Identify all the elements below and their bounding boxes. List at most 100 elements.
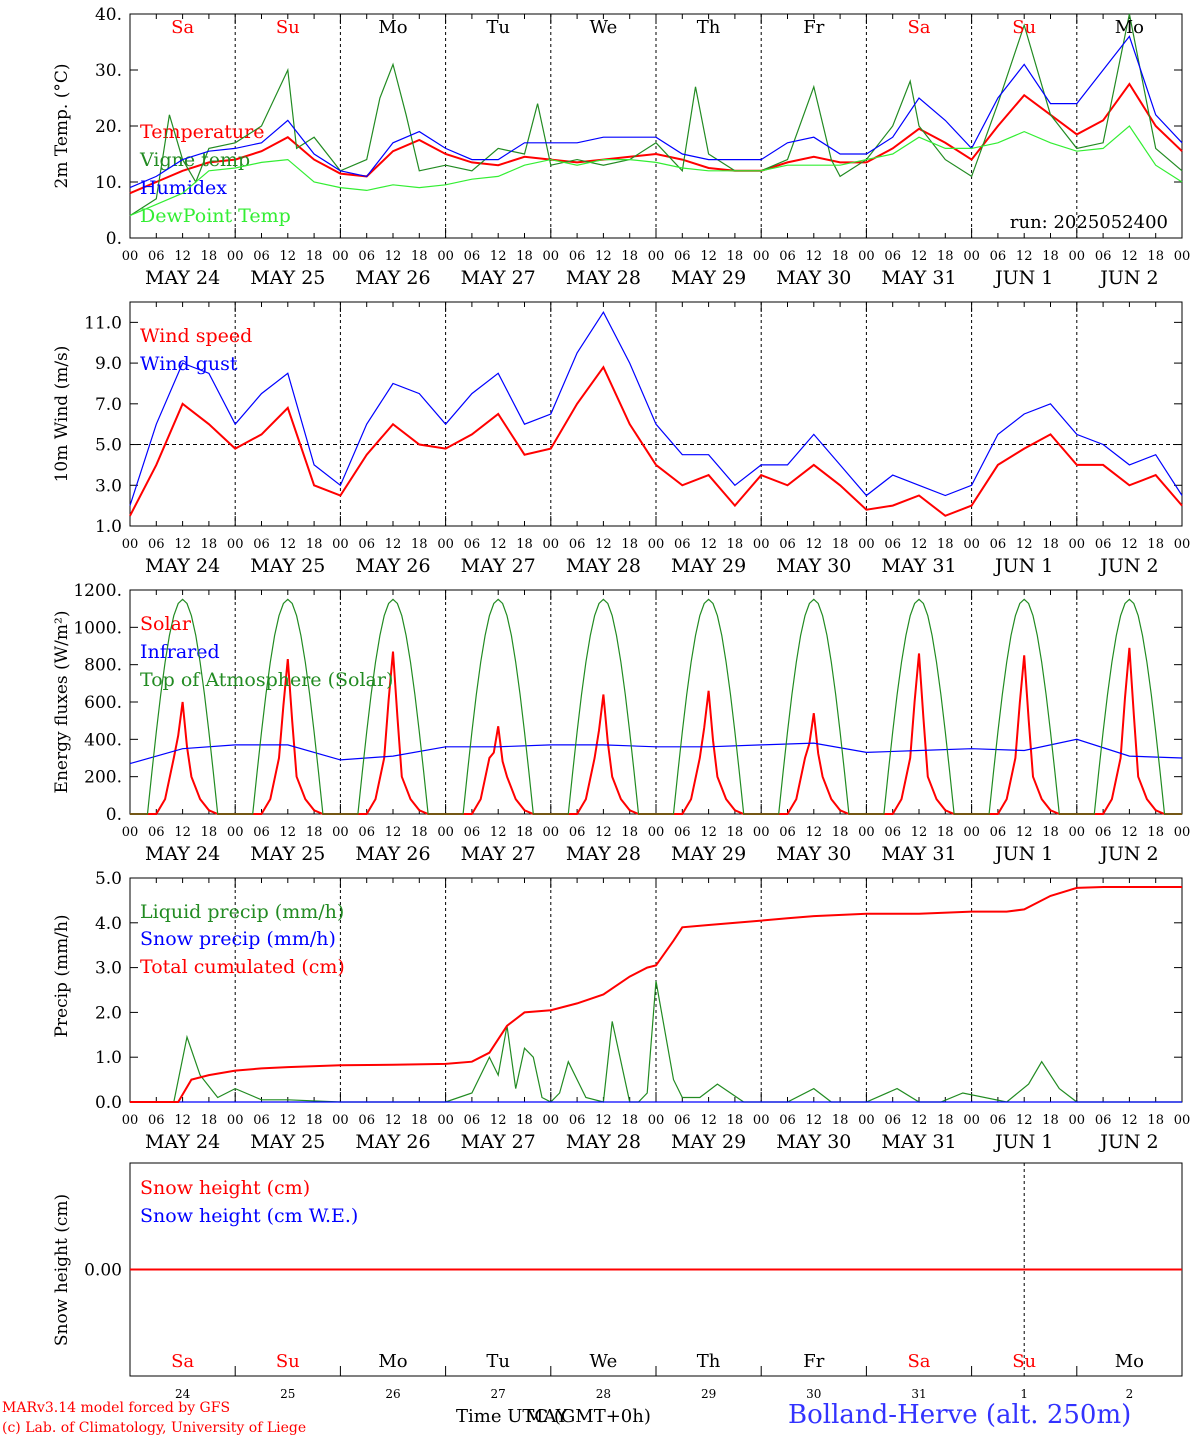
- hour-label: 12: [595, 249, 612, 264]
- hour-label: 06: [148, 249, 165, 264]
- y-tick-label: 30.: [95, 61, 122, 81]
- hour-label: 18: [1042, 537, 1059, 552]
- y-axis-label: 2m Temp. (°C): [52, 63, 72, 188]
- hour-label: 12: [1121, 249, 1138, 264]
- hour-label: 06: [990, 825, 1007, 840]
- legend-entry: DewPoint Temp: [140, 205, 291, 227]
- hour-label: 12: [1121, 825, 1138, 840]
- hour-label: 12: [806, 537, 823, 552]
- hour-label: 18: [1042, 825, 1059, 840]
- weekday-label: Mo: [1115, 1351, 1144, 1372]
- y-tick-label: 0.: [106, 805, 122, 825]
- hour-label: 18: [621, 249, 638, 264]
- hour-label: 00: [437, 249, 454, 264]
- hour-label: 12: [1016, 249, 1033, 264]
- hour-label: 06: [253, 825, 270, 840]
- hour-label: 18: [727, 1113, 744, 1128]
- day-label: MAY 29: [671, 555, 746, 577]
- hour-label: 00: [1174, 537, 1191, 552]
- hour-label: 12: [490, 825, 507, 840]
- hour-label: 18: [832, 1113, 849, 1128]
- day-label: MAY 31: [881, 1131, 956, 1153]
- weekday-label: Sa: [907, 17, 930, 38]
- hour-label: 18: [411, 825, 428, 840]
- hour-label: 00: [1069, 249, 1086, 264]
- y-tick-label: 1.0: [95, 517, 122, 537]
- legend-entry: Liquid precip (mm/h): [140, 901, 344, 923]
- hour-label: 06: [464, 1113, 481, 1128]
- hour-label: 12: [700, 825, 717, 840]
- hour-label: 12: [700, 249, 717, 264]
- hour-label: 06: [674, 825, 691, 840]
- weekday-label: Sa: [907, 1351, 930, 1372]
- y-tick-label: 800.: [84, 656, 122, 676]
- day-label: JUN 2: [1098, 843, 1158, 865]
- y-axis-label: Energy fluxes (W/m²): [52, 611, 72, 794]
- day-number: 28: [596, 1387, 611, 1401]
- panel-frame-3: [129, 589, 1183, 815]
- day-number: 25: [280, 1387, 295, 1401]
- hour-label: 18: [1042, 1113, 1059, 1128]
- y-tick-label: 11.0: [84, 313, 122, 333]
- day-label: MAY 24: [145, 267, 220, 289]
- hour-label: 18: [201, 825, 218, 840]
- y-tick-label: 40.: [95, 5, 122, 25]
- hour-label: 18: [621, 1113, 638, 1128]
- hour-label: 18: [621, 537, 638, 552]
- day-number: 2: [1126, 1387, 1134, 1401]
- hour-label: 06: [779, 249, 796, 264]
- hour-label: 18: [937, 825, 954, 840]
- hour-label: 06: [464, 537, 481, 552]
- hour-label: 00: [753, 249, 770, 264]
- hour-label: 06: [148, 1113, 165, 1128]
- hour-label: 12: [174, 1113, 191, 1128]
- hour-label: 00: [648, 1113, 665, 1128]
- hour-label: 00: [753, 537, 770, 552]
- hour-label: 00: [648, 825, 665, 840]
- legend-entry: Top of Atmosphere (Solar): [140, 669, 393, 691]
- hour-label: 18: [201, 1113, 218, 1128]
- hour-label: 18: [306, 249, 323, 264]
- day-number: 31: [911, 1387, 926, 1401]
- hour-label: 06: [569, 1113, 586, 1128]
- y-tick-label: 20.: [95, 117, 122, 137]
- hour-label: 12: [595, 825, 612, 840]
- day-label: MAY 24: [145, 843, 220, 865]
- hour-label: 06: [253, 249, 270, 264]
- y-tick-label: 0.: [106, 229, 122, 249]
- hour-label: 06: [1095, 1113, 1112, 1128]
- hour-label: 18: [411, 537, 428, 552]
- hour-label: 00: [1174, 249, 1191, 264]
- day-number: 26: [385, 1387, 400, 1401]
- hour-label: 12: [700, 1113, 717, 1128]
- hour-label: 18: [411, 249, 428, 264]
- legend-entry: Vigne temp: [139, 149, 250, 171]
- y-tick-label: 3.0: [95, 476, 122, 496]
- station-label: Bolland-Herve (alt. 250m): [788, 1400, 1132, 1430]
- legend-entry: Snow precip (mm/h): [140, 928, 336, 950]
- series-line-wind-speed: [129, 365, 1183, 517]
- hour-label: 06: [779, 537, 796, 552]
- time-axis-overlay: MAY: [525, 1406, 568, 1427]
- weekday-label: Su: [1012, 1351, 1036, 1372]
- day-number: 30: [806, 1387, 821, 1401]
- hour-label: 12: [1121, 537, 1138, 552]
- weekday-label: Mo: [378, 1351, 407, 1372]
- hour-label: 06: [1095, 825, 1112, 840]
- day-label: MAY 25: [250, 555, 325, 577]
- day-label: MAY 24: [145, 555, 220, 577]
- hour-label: 00: [332, 825, 349, 840]
- hour-label: 12: [1121, 1113, 1138, 1128]
- day-label: JUN 1: [993, 267, 1053, 289]
- hour-label: 12: [806, 1113, 823, 1128]
- weekday-label: Mo: [378, 17, 407, 38]
- y-tick-label: 1000.: [73, 618, 122, 638]
- hour-label: 00: [1069, 1113, 1086, 1128]
- day-label: MAY 29: [671, 267, 746, 289]
- y-tick-label: 1200.: [73, 581, 122, 601]
- day-label: MAY 31: [881, 555, 956, 577]
- weekday-label: Th: [697, 1351, 721, 1372]
- hour-label: 00: [1069, 825, 1086, 840]
- day-label: MAY 26: [355, 843, 430, 865]
- hour-label: 06: [464, 249, 481, 264]
